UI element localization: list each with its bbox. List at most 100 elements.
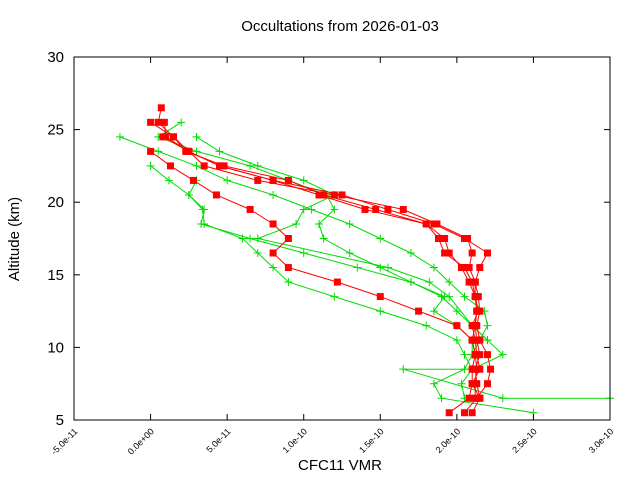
data-point (383, 263, 392, 272)
data-point (315, 219, 324, 228)
data-point (429, 307, 438, 316)
data-point (154, 147, 163, 156)
data-point (471, 293, 479, 301)
data-point (338, 191, 346, 199)
data-point (441, 235, 449, 242)
data-point (468, 336, 476, 344)
data-point (253, 249, 262, 258)
data-point (345, 249, 354, 258)
series-red-5 (147, 147, 484, 402)
series-line (162, 136, 478, 399)
x-tick-label: 1.5e-10 (357, 426, 386, 455)
data-point (253, 161, 262, 170)
data-point (483, 249, 491, 257)
data-point (192, 132, 201, 141)
data-point (223, 176, 232, 185)
data-point (159, 133, 167, 141)
y-tick-label: 25 (47, 122, 64, 139)
data-point (200, 162, 208, 170)
x-tick-label: 3.0e-10 (587, 426, 616, 455)
data-point (284, 235, 292, 242)
data-point (269, 249, 277, 257)
data-point (437, 394, 446, 403)
data-point (333, 278, 341, 286)
series-line (150, 150, 481, 399)
data-point (269, 190, 278, 199)
data-point (468, 249, 476, 257)
data-point (473, 365, 481, 373)
data-point (471, 394, 479, 402)
data-point (476, 336, 484, 344)
y-tick-label: 30 (47, 49, 64, 66)
data-point (269, 263, 278, 272)
series-layer (115, 104, 614, 417)
x-tick-label: 0.0e+00 (126, 426, 156, 456)
data-point (215, 147, 224, 156)
data-point (284, 264, 292, 272)
data-point (319, 234, 328, 243)
data-point (430, 220, 438, 228)
y-tick-label: 15 (47, 267, 64, 284)
series-line (157, 107, 481, 413)
data-point (487, 365, 495, 373)
series-red-2 (160, 118, 495, 417)
data-point (399, 365, 408, 374)
series-line (188, 180, 473, 355)
data-point (212, 191, 220, 199)
data-point (460, 350, 469, 359)
data-point (498, 350, 507, 359)
data-point (376, 263, 385, 272)
data-point (468, 380, 476, 388)
data-point (330, 191, 338, 199)
y-tick-label: 10 (47, 339, 64, 356)
data-point (147, 147, 155, 155)
data-point (184, 190, 193, 199)
data-point (461, 264, 469, 272)
data-point (422, 220, 430, 228)
data-point (299, 249, 308, 258)
data-point (471, 322, 479, 330)
data-point (415, 307, 423, 315)
data-point (170, 133, 178, 141)
data-point (445, 278, 454, 287)
data-point (384, 205, 392, 213)
data-point (457, 379, 466, 388)
series-green-3 (146, 161, 477, 403)
data-point (441, 249, 449, 257)
data-point (425, 278, 434, 287)
data-point (460, 292, 469, 301)
x-tick-label: 1.0e-10 (280, 426, 309, 455)
data-point (376, 307, 385, 316)
data-point (434, 235, 442, 242)
data-point (453, 322, 461, 330)
data-point (284, 278, 293, 287)
data-point (269, 220, 277, 228)
data-point (471, 351, 479, 359)
x-tick-label: 5.0e-11 (204, 426, 232, 454)
data-point (452, 336, 461, 345)
series-line (150, 165, 473, 399)
data-point (307, 205, 316, 214)
data-point (372, 205, 380, 213)
data-point (468, 278, 476, 286)
data-point (292, 219, 301, 228)
data-point (299, 176, 308, 185)
data-point (164, 176, 173, 185)
x-tick-label: 2.5e-10 (510, 426, 539, 455)
data-point (192, 161, 201, 170)
data-point (284, 176, 292, 184)
data-point (406, 278, 415, 287)
y-tick-label: 20 (47, 194, 64, 211)
data-point (476, 394, 484, 402)
data-point (445, 409, 453, 417)
data-point (429, 379, 438, 388)
x-tick-label: -5.0e-11 (49, 426, 79, 456)
data-point (146, 161, 155, 170)
data-point (452, 307, 461, 316)
data-point (147, 118, 155, 126)
data-point (315, 191, 323, 199)
x-tick-label: 2.0e-10 (434, 426, 463, 455)
data-point (246, 234, 255, 243)
data-point (483, 321, 492, 330)
data-point (468, 365, 476, 373)
